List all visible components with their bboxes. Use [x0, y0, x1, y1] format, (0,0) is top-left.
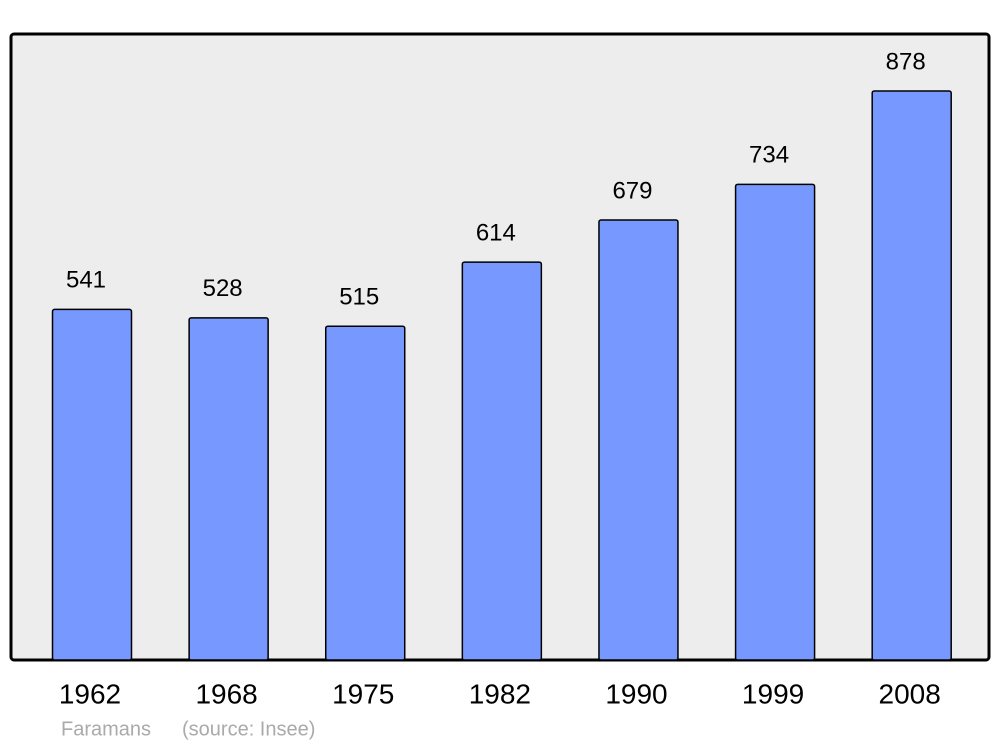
x-tick-label: 1962	[59, 678, 121, 709]
x-tick-label: 1999	[742, 678, 804, 709]
x-tick-label: 1975	[332, 678, 394, 709]
x-tick-label: 1968	[195, 678, 257, 709]
bar	[324, 325, 406, 661]
value-label: 878	[886, 48, 926, 75]
bar	[188, 317, 269, 661]
bar	[871, 90, 952, 661]
bar	[598, 219, 679, 661]
value-label: 614	[476, 219, 516, 246]
x-tick-label: 1982	[469, 678, 531, 709]
value-label: 528	[203, 275, 243, 302]
value-label: 679	[612, 177, 652, 204]
bar	[734, 183, 816, 661]
bar	[51, 308, 133, 661]
x-tick-label: 1990	[605, 678, 667, 709]
source: (source: Insee)	[182, 718, 315, 740]
value-label: 734	[749, 142, 789, 169]
value-label: 515	[339, 284, 379, 311]
bar	[461, 261, 543, 661]
location: Faramans	[61, 718, 151, 740]
value-label: 541	[66, 267, 106, 294]
x-tick-label: 2008	[879, 678, 941, 709]
